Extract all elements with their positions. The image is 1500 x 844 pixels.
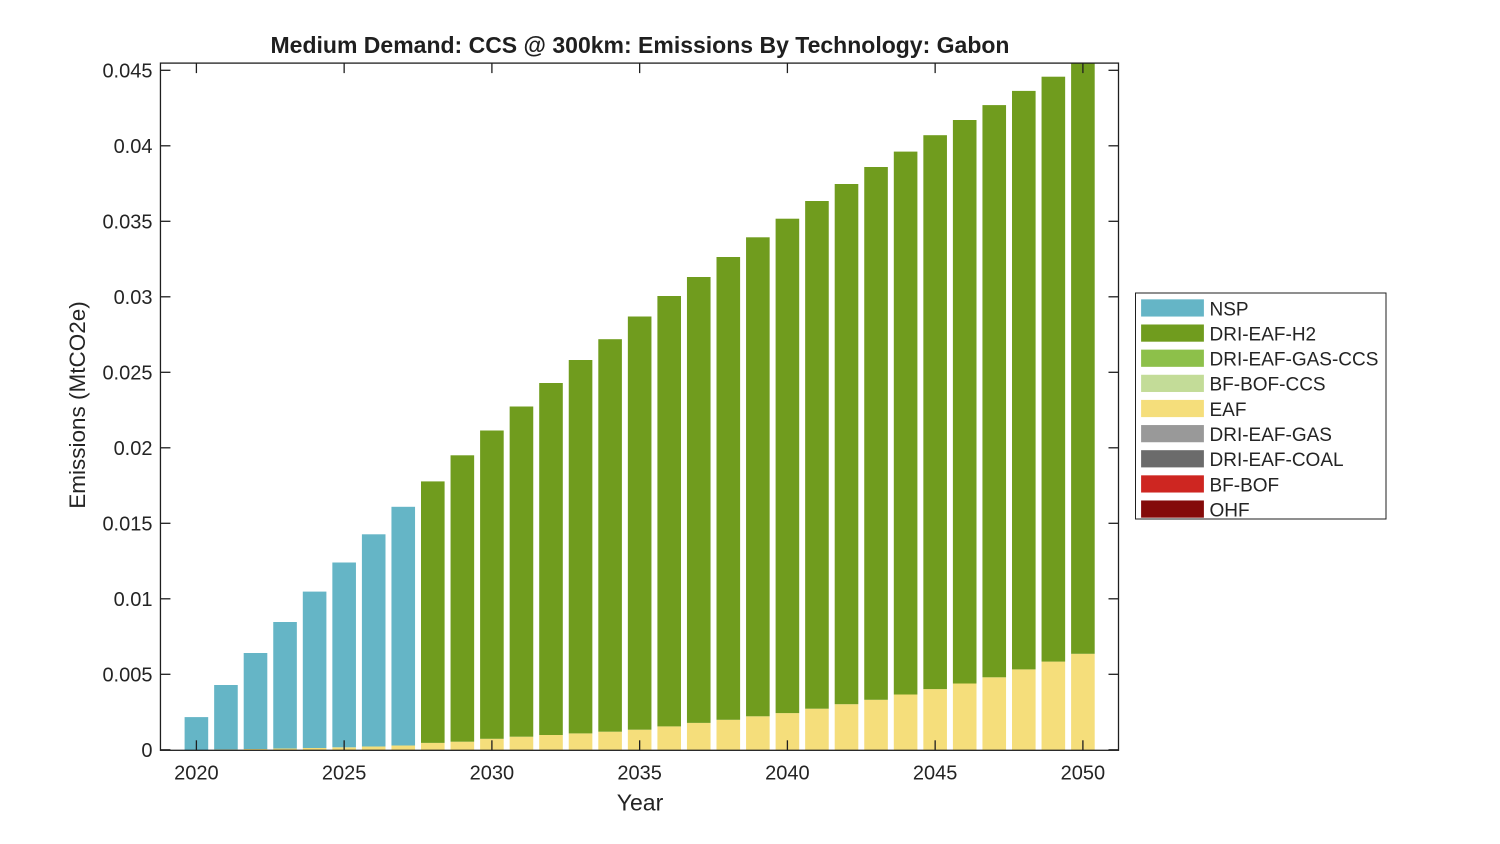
svg-text:0.045: 0.045 <box>102 61 152 83</box>
svg-text:DRI-EAF-H2: DRI-EAF-H2 <box>1210 324 1317 345</box>
svg-text:0.005: 0.005 <box>102 665 152 687</box>
svg-text:2020: 2020 <box>174 763 219 785</box>
svg-text:DRI-EAF-GAS: DRI-EAF-GAS <box>1210 425 1332 446</box>
svg-text:0.025: 0.025 <box>102 363 152 385</box>
svg-text:0.03: 0.03 <box>114 287 153 309</box>
svg-text:2035: 2035 <box>617 763 662 785</box>
svg-text:DRI-EAF-COAL: DRI-EAF-COAL <box>1210 450 1344 471</box>
svg-text:Year: Year <box>617 790 664 816</box>
svg-text:BF-BOF-CCS: BF-BOF-CCS <box>1210 375 1326 396</box>
svg-text:0.01: 0.01 <box>114 589 153 611</box>
svg-text:DRI-EAF-GAS-CCS: DRI-EAF-GAS-CCS <box>1210 350 1379 371</box>
svg-text:2045: 2045 <box>913 763 958 785</box>
svg-text:NSP: NSP <box>1210 299 1249 320</box>
svg-text:2040: 2040 <box>765 763 810 785</box>
svg-text:0: 0 <box>141 740 152 762</box>
svg-text:Emissions (MtCO2e): Emissions (MtCO2e) <box>65 301 90 509</box>
svg-text:2025: 2025 <box>322 763 367 785</box>
svg-text:0.02: 0.02 <box>114 438 153 460</box>
svg-text:0.04: 0.04 <box>114 136 153 158</box>
svg-text:EAF: EAF <box>1210 400 1247 421</box>
svg-text:Medium Demand: CCS @ 300km: Em: Medium Demand: CCS @ 300km: Emissions By… <box>271 32 1010 58</box>
svg-text:BF-BOF: BF-BOF <box>1210 475 1280 496</box>
svg-text:2050: 2050 <box>1061 763 1106 785</box>
svg-text:0.035: 0.035 <box>102 212 152 234</box>
svg-text:2030: 2030 <box>470 763 515 785</box>
svg-text:0.015: 0.015 <box>102 514 152 536</box>
svg-text:OHF: OHF <box>1210 500 1250 521</box>
